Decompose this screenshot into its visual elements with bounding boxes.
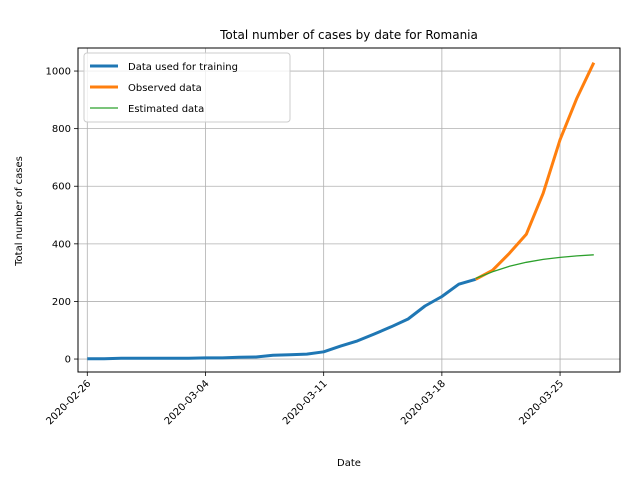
y-tick-label: 0 xyxy=(65,355,71,366)
series-line-2 xyxy=(474,62,596,281)
legend-label-3: Estimated data xyxy=(128,104,204,115)
y-tick-label: 1000 xyxy=(46,67,71,78)
series-line-1 xyxy=(87,277,477,361)
x-axis-title: Date xyxy=(337,458,361,469)
legend: Data used for training Observed data Estim… xyxy=(83,52,291,123)
y-tick-label: 600 xyxy=(52,182,71,193)
series-lines xyxy=(87,62,596,361)
y-tick-label: 400 xyxy=(52,239,71,250)
legend-label-2: Observed data xyxy=(128,83,202,94)
legend-box xyxy=(83,52,291,123)
grid xyxy=(78,48,620,372)
legend-label-1: Data used for training xyxy=(128,62,238,73)
chart-title: Total number of cases by date for Romani… xyxy=(219,28,478,42)
y-tick-label: 200 xyxy=(52,297,71,308)
y-tick-label: 800 xyxy=(52,124,71,135)
plot-area-frame xyxy=(77,47,621,373)
series-line-3 xyxy=(475,254,594,280)
y-axis-title: Total number of cases xyxy=(14,156,25,267)
